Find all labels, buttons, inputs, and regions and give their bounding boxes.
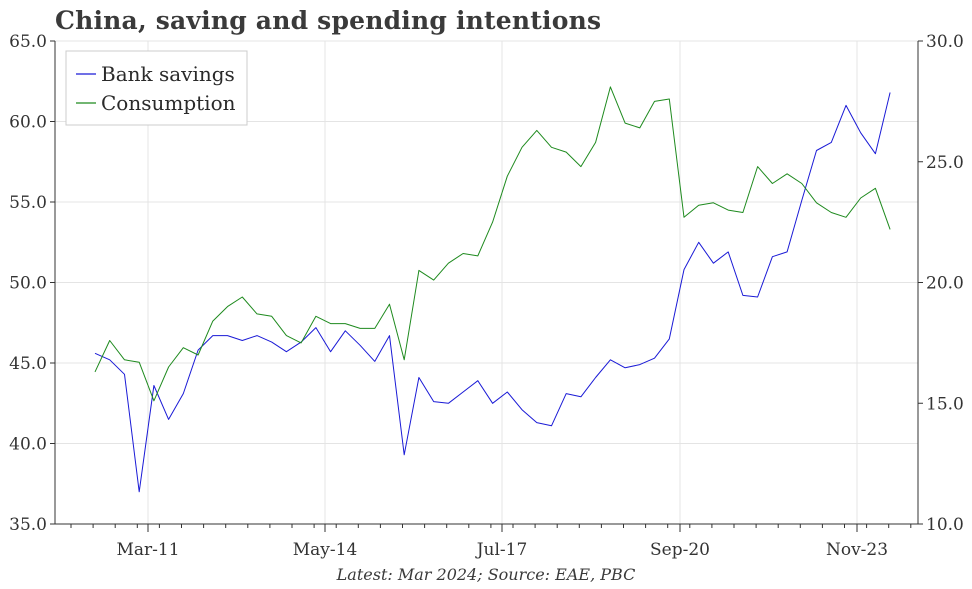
x-tick-label: Mar-11 <box>116 540 179 560</box>
right-tick-label: 15.0 <box>926 394 964 414</box>
left-tick-label: 35.0 <box>9 515 47 535</box>
chart-footer: Latest: Mar 2024; Source: EAE, PBC <box>336 565 636 584</box>
right-tick-label: 20.0 <box>926 274 964 294</box>
x-tick-label: Sep-20 <box>650 540 710 560</box>
left-tick-label: 65.0 <box>9 32 47 52</box>
legend-box <box>65 50 248 126</box>
series-line-bank-savings <box>94 92 891 493</box>
legend: Bank savings Consumption <box>65 50 248 126</box>
legend-label: Bank savings <box>101 62 235 86</box>
series-line-consumption <box>94 86 891 402</box>
legend-label: Consumption <box>101 91 236 115</box>
left-tick-label: 50.0 <box>9 274 47 294</box>
right-tick-label: 30.0 <box>926 32 964 52</box>
left-tick-label: 40.0 <box>9 435 47 455</box>
left-tick-label: 60.0 <box>9 113 47 133</box>
left-tick-label: 55.0 <box>9 193 47 213</box>
chart-title: China, saving and spending intentions <box>55 6 602 35</box>
right-tick-label: 25.0 <box>926 153 964 173</box>
axes: 35.0 40.0 45.0 50.0 55.0 60.0 65.0 10.0 15.0 20.0… <box>9 32 964 560</box>
x-tick-label: Jul-17 <box>475 540 528 560</box>
x-tick-label: May-14 <box>293 540 358 560</box>
x-tick-label: Nov-23 <box>826 540 888 560</box>
right-tick-label: 10.0 <box>926 515 964 535</box>
series-layer <box>94 86 891 493</box>
left-tick-label: 45.0 <box>9 354 47 374</box>
